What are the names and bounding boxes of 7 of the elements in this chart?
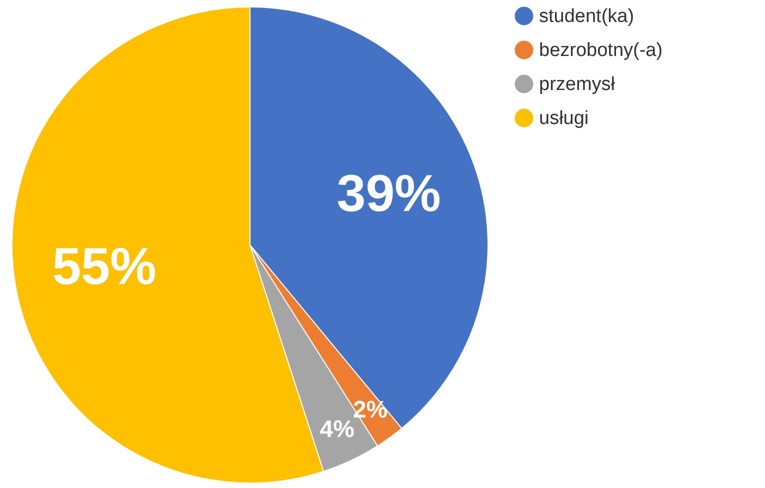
legend-label: bezrobotny(-a) [539,40,663,61]
legend-label: student(ka) [539,6,634,27]
data-label: 55% [52,238,156,296]
legend-label: usługi [539,108,589,129]
data-label: 4% [320,416,354,444]
data-label: 39% [336,165,441,224]
legend-label: przemysł [539,74,616,95]
